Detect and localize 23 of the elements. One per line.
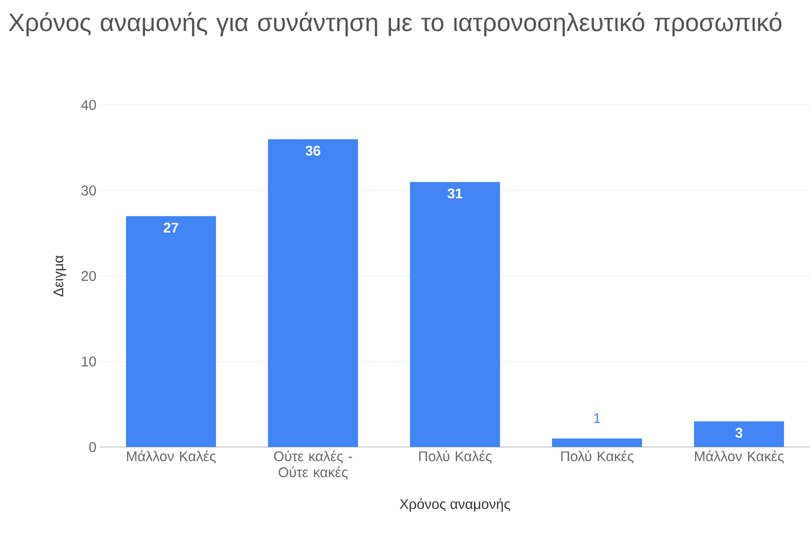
bar <box>552 438 642 447</box>
x-tick-label: Πολύ Κακές <box>561 450 634 464</box>
data-label: 31 <box>448 188 462 198</box>
x-tick-label: Μάλλον Κακές <box>695 450 784 464</box>
bar <box>268 139 358 447</box>
data-label: 27 <box>164 222 178 232</box>
bar <box>410 182 500 447</box>
x-tick-label: Ούτε καλές - Ούτε κακές <box>274 450 352 480</box>
y-tick-label: 0 <box>89 442 96 452</box>
data-label: 36 <box>306 146 320 156</box>
data-label: 3 <box>735 428 742 438</box>
x-tick-label: Πολύ Καλές <box>419 450 492 464</box>
bar <box>126 216 216 447</box>
bar <box>694 421 784 447</box>
chart-title: Χρόνος αναμονής για συνάντηση με το ιατρονοσηλευτικό προσωπικό <box>8 12 782 36</box>
y-tick-label: 10 <box>82 356 96 366</box>
x-tick-label: Μάλλον Καλές <box>127 450 216 464</box>
x-axis-title: Χρόνος αναμονής <box>400 498 510 512</box>
y-axis-title: Δειγμα <box>54 255 66 297</box>
y-tick-label: 30 <box>81 186 96 196</box>
y-tick-label: 40 <box>81 100 96 110</box>
data-label: 1 <box>594 413 600 423</box>
y-tick-label: 20 <box>82 271 96 281</box>
